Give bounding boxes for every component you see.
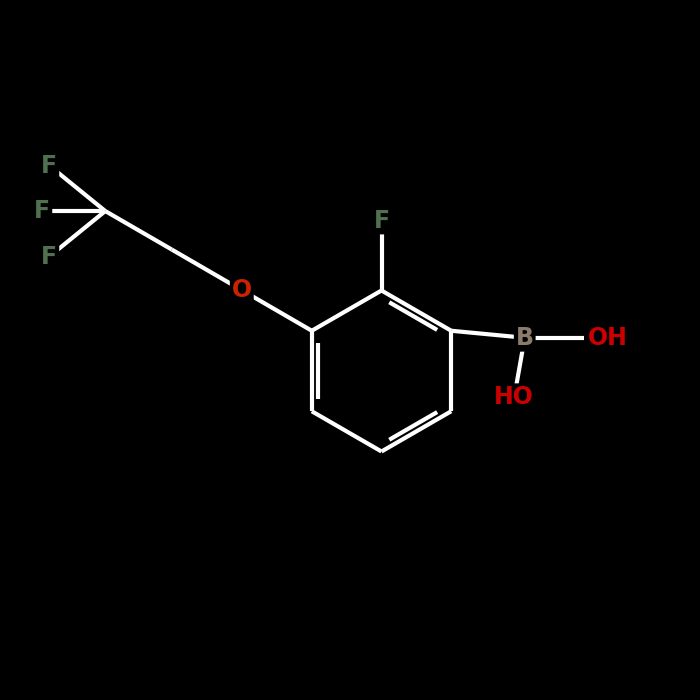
Text: OH: OH [588, 326, 628, 350]
Text: O: O [232, 278, 252, 302]
Text: F: F [34, 199, 50, 223]
Text: F: F [41, 153, 57, 178]
Text: F: F [373, 209, 390, 232]
Text: HO: HO [494, 385, 534, 410]
Text: F: F [41, 244, 57, 269]
Text: B: B [516, 326, 533, 350]
